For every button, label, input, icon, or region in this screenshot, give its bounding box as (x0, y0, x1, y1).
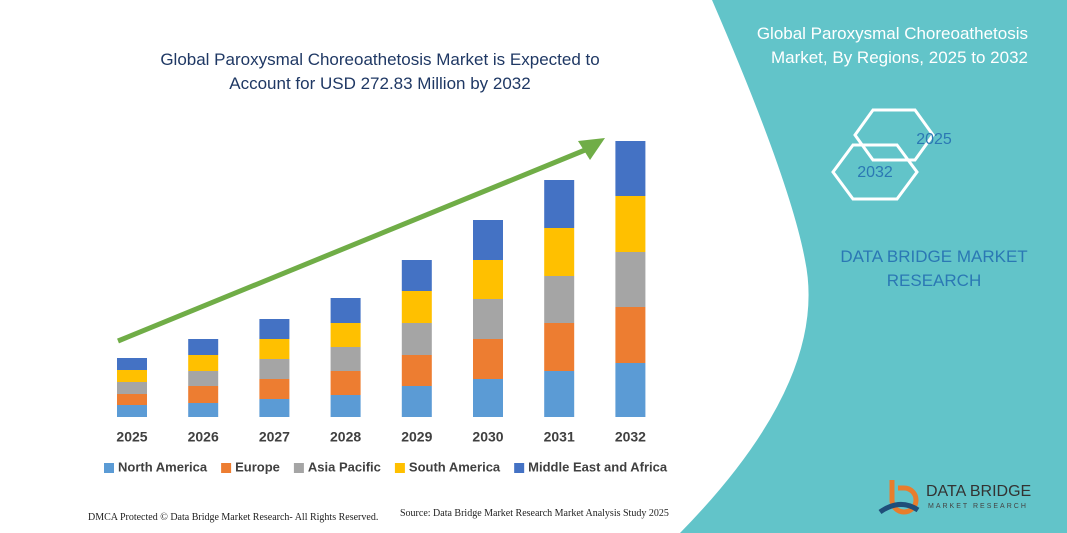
logo-subtext: MARKET RESEARCH (928, 503, 1028, 510)
x-tick-label: 2030 (472, 429, 503, 445)
x-tick-label: 2025 (116, 429, 147, 445)
bar-segment (615, 141, 646, 196)
bar-segment (615, 363, 646, 417)
bar-segment (473, 339, 503, 379)
bar-segment (544, 276, 575, 323)
x-tick-label: 2031 (544, 429, 575, 445)
source-note: Source: Data Bridge Market Research Mark… (400, 508, 669, 519)
bar-segment (259, 359, 290, 379)
bar-segment (401, 323, 432, 355)
bar-segment (330, 347, 361, 371)
bar-segment (330, 298, 361, 323)
bar-segment (401, 386, 432, 417)
bar-segment (188, 339, 219, 355)
trend-arrow (117, 145, 591, 344)
bar-segment (259, 339, 290, 359)
x-tick-label: 2029 (401, 429, 432, 445)
bar-segment (544, 228, 575, 276)
bar-segment (473, 299, 503, 339)
legend-swatch (221, 463, 232, 473)
hexagon-label: 2025 (916, 131, 952, 148)
bar-segment (188, 355, 219, 371)
bar-segment (473, 220, 503, 260)
hexagon (853, 108, 935, 162)
legend-swatch (514, 463, 525, 473)
legend-label: Europe (235, 459, 280, 474)
legend-swatch (293, 463, 304, 473)
legend-label: North America (118, 459, 208, 474)
bar-segment (401, 291, 432, 323)
bar-segment (117, 370, 147, 382)
bar-segment (330, 371, 361, 395)
panel-title: Global Paroxysmal Choreoathetosis Market… (756, 24, 1028, 67)
legend-label: Middle East and Africa (528, 459, 668, 474)
side-panel (680, 0, 1067, 533)
x-tick-label: 2026 (188, 429, 219, 445)
bar-segment (473, 260, 503, 299)
arrow-head (578, 138, 605, 160)
bar-segment (117, 382, 147, 394)
bar-segment (117, 358, 147, 370)
logo-text: DATA BRIDGE (926, 483, 1032, 500)
bar-segment (117, 405, 147, 417)
chart-title: Global Paroxysmal Choreoathetosis Market… (160, 50, 600, 93)
bar-segment (188, 371, 219, 386)
bar-segment (401, 260, 432, 291)
legend-swatch (104, 463, 114, 473)
bar-segment (615, 196, 646, 252)
dmca-note: DMCA Protected © Data Bridge Market Rese… (88, 512, 379, 523)
bar-segment (615, 252, 646, 307)
bar-segment (615, 307, 646, 363)
bar-segment (117, 394, 147, 405)
bar-segment (188, 403, 219, 417)
legend-swatch (394, 463, 405, 473)
bar-segment (259, 319, 290, 339)
logo-icon (878, 502, 920, 515)
bar-segment (544, 371, 575, 417)
bar-segment (473, 379, 503, 417)
bar-segment (259, 399, 290, 417)
bar-segment (188, 386, 219, 403)
bar-segment (544, 180, 575, 228)
legend-label: Asia Pacific (308, 459, 381, 474)
bar-segment (330, 395, 361, 417)
hexagon-label: 2032 (857, 164, 893, 181)
x-tick-label: 2027 (259, 429, 290, 445)
bar-segment (544, 323, 575, 371)
bar-segment (401, 355, 432, 386)
x-tick-label: 2032 (615, 429, 646, 445)
legend-label: South America (409, 459, 501, 474)
bar-segment (330, 323, 361, 347)
x-tick-label: 2028 (330, 429, 361, 445)
brand-text: DATA BRIDGE MARKET RESEARCH (840, 247, 1028, 290)
bar-segment (259, 379, 290, 399)
hexagon (831, 143, 919, 201)
